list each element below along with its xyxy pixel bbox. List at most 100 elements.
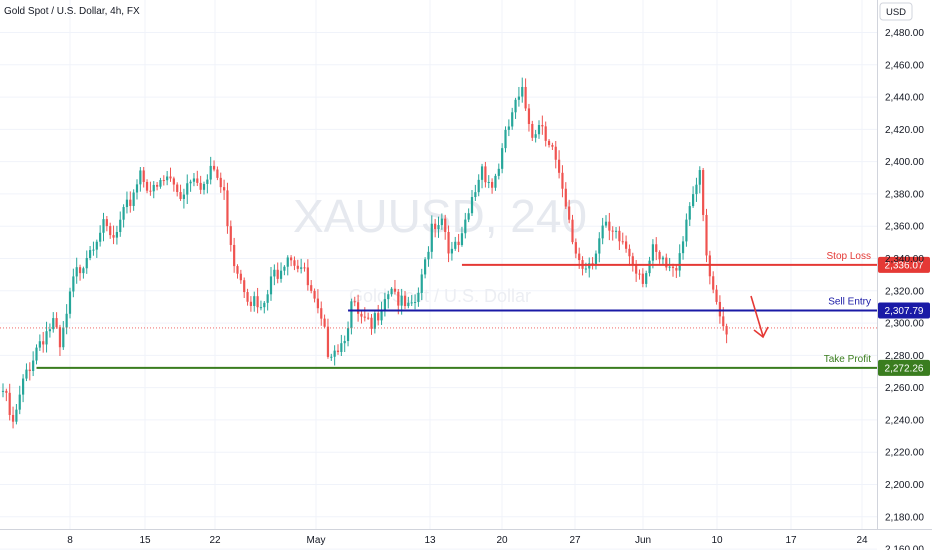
take-profit-label: Take Profit <box>824 354 871 365</box>
candle-body <box>377 313 380 321</box>
candle-body <box>159 180 162 187</box>
candle-body <box>323 318 326 327</box>
candle-body <box>112 235 115 238</box>
candle-body <box>668 266 671 268</box>
candle-body <box>718 301 721 317</box>
candle-body <box>169 176 172 179</box>
price-tick-label: 2,260.00 <box>885 383 924 394</box>
candle-body <box>42 341 45 345</box>
candle-body <box>410 302 413 304</box>
candle-body <box>712 276 715 290</box>
candle-body <box>450 248 453 254</box>
candle-body <box>363 316 366 318</box>
candle-body <box>212 165 216 170</box>
candle-body <box>454 241 457 249</box>
candle-body <box>1 390 5 392</box>
candle-body <box>504 129 507 149</box>
candle-body <box>142 170 145 182</box>
candle-body <box>524 86 527 109</box>
candle-body <box>145 181 149 191</box>
candle-body <box>357 302 360 314</box>
candle-body <box>541 125 544 127</box>
sell-entry-price-tag <box>878 302 930 319</box>
candle-body <box>55 318 58 328</box>
candle-body <box>393 288 397 292</box>
candle-body <box>661 257 665 260</box>
candle-body <box>286 257 289 267</box>
candle-body <box>58 327 62 348</box>
candle-body <box>199 182 202 190</box>
candle-body <box>11 414 15 422</box>
candle-body <box>511 112 514 127</box>
candle-body <box>219 177 222 188</box>
candle-body <box>480 166 484 180</box>
time-tick-label: 8 <box>67 535 73 546</box>
currency-button[interactable]: USD <box>879 2 913 21</box>
candle-body <box>537 125 541 135</box>
arrow-head <box>753 326 769 339</box>
candle-body <box>8 392 11 415</box>
candle-body <box>655 244 658 252</box>
candle-body <box>440 218 443 226</box>
candle-body <box>631 256 634 265</box>
sell-entry-price-value: 2,307.79 <box>885 306 924 317</box>
candle-body <box>32 360 35 372</box>
candle-body <box>75 267 78 277</box>
candle-body <box>648 260 651 274</box>
candle-body <box>182 194 185 199</box>
candle-body <box>618 230 621 242</box>
candle-body <box>5 390 8 393</box>
candle-body <box>671 266 675 269</box>
candle-body <box>95 241 98 250</box>
candle-body <box>249 301 252 306</box>
candle-body <box>470 197 474 214</box>
time-tick-label: Jun <box>635 535 651 546</box>
candle-body <box>28 369 31 372</box>
candle-body <box>437 225 440 230</box>
candle-body <box>189 181 192 184</box>
candle-body <box>424 259 427 275</box>
candle-body <box>266 294 269 303</box>
price-tick-label: 2,180.00 <box>885 512 924 523</box>
candle-body <box>45 331 48 345</box>
candle-body <box>246 292 249 302</box>
candle-body <box>290 257 293 261</box>
stop-loss-label: Stop Loss <box>827 251 871 262</box>
candle-body <box>62 327 65 348</box>
candle-body <box>105 219 108 227</box>
candle-body <box>692 194 695 207</box>
candle-body <box>336 350 340 352</box>
candle-body <box>78 267 82 274</box>
candle-body <box>346 328 350 342</box>
candle-body <box>139 170 142 185</box>
candle-body <box>233 244 236 267</box>
candle-body <box>162 180 165 182</box>
candle-body <box>578 253 581 261</box>
candle-body <box>68 291 72 314</box>
price-tick-label: 2,340.00 <box>885 254 924 265</box>
candle-body <box>491 181 494 188</box>
price-tick-label: 2,480.00 <box>885 28 924 39</box>
candle-body <box>547 140 551 146</box>
candle-body <box>135 184 139 193</box>
candle-body <box>558 159 561 173</box>
candle-body <box>25 369 28 379</box>
price-tick-label: 2,200.00 <box>885 480 924 491</box>
candle-body <box>467 213 470 220</box>
candle-body <box>202 183 206 190</box>
candle-body <box>152 184 155 192</box>
candle-body <box>527 108 531 124</box>
candle-body <box>82 268 85 274</box>
candle-body <box>544 126 547 141</box>
trade-levels[interactable]: Stop Loss 2,336.07 Sell Entry 2,307.79 Take … <box>36 251 931 376</box>
candle-body <box>521 86 524 97</box>
price-tick-label: 2,420.00 <box>885 125 924 136</box>
candle-body <box>403 295 407 307</box>
price-tick-label: 2,240.00 <box>885 415 924 426</box>
candle-body <box>132 192 135 206</box>
candle-body <box>645 273 648 284</box>
candle-body <box>635 264 638 274</box>
candle-body <box>484 166 487 183</box>
candle-body <box>35 347 38 361</box>
